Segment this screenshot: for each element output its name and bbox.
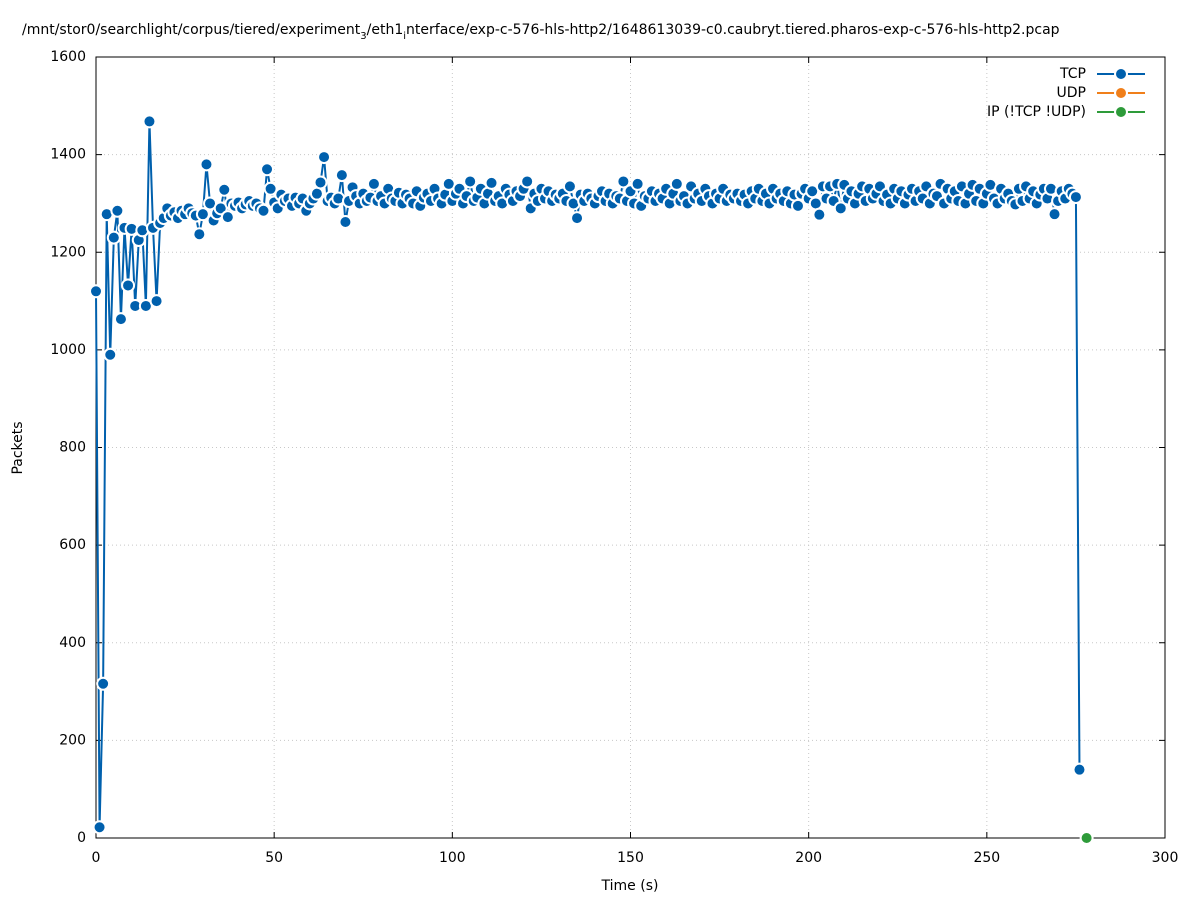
- y-tick-label: 1400: [50, 147, 86, 163]
- x-tick-label: 200: [795, 850, 822, 866]
- x-tick-label: 100: [439, 850, 466, 866]
- y-tick-label: 400: [59, 635, 86, 651]
- series-line: [95, 120, 1081, 829]
- data-point: [833, 201, 848, 216]
- data-point: [669, 176, 684, 191]
- data-point: [484, 175, 499, 190]
- title-part: /mnt/stor0/searchlight/corpus/tiered/exp…: [22, 22, 361, 38]
- data-point: [192, 227, 207, 242]
- legend-marker: [1114, 105, 1128, 119]
- data-point: [317, 150, 332, 165]
- data-point: [562, 179, 577, 194]
- data-point: [790, 198, 805, 213]
- data-point: [520, 174, 535, 189]
- data-point: [366, 176, 381, 191]
- data-point: [309, 186, 324, 201]
- title-part: 3: [360, 31, 366, 42]
- y-tick-label: 800: [59, 440, 86, 456]
- data-point: [1047, 207, 1062, 222]
- x-axis-label: Time (s): [601, 878, 659, 894]
- data-point: [121, 278, 136, 293]
- plot-border: [95, 56, 1166, 839]
- x-tick-label: 250: [973, 850, 1000, 866]
- title-part: i: [403, 31, 406, 42]
- y-tick-label: 200: [59, 732, 86, 748]
- x-tick-label: 150: [617, 850, 644, 866]
- y-tick-label: 1000: [50, 342, 86, 358]
- data-point: [113, 312, 128, 327]
- data-point: [263, 181, 278, 196]
- data-point: [110, 203, 125, 218]
- y-tick-label: 1600: [50, 49, 86, 65]
- x-tick-label: 0: [92, 850, 101, 866]
- data-point: [96, 676, 111, 691]
- data-point: [256, 203, 271, 218]
- data-point: [149, 294, 164, 309]
- title-part: nterface/exp-c-576-hls-http2/1648613039-…: [406, 22, 1060, 38]
- legend-marker: [1114, 67, 1128, 81]
- data-point: [338, 214, 353, 229]
- data-point: [195, 207, 210, 222]
- y-axis-label: Packets: [10, 421, 26, 474]
- data-point: [812, 207, 827, 222]
- data-point: [1068, 190, 1083, 205]
- chart-title: /mnt/stor0/searchlight/corpus/tiered/exp…: [22, 22, 1060, 42]
- legend-marker: [1114, 86, 1128, 100]
- data-point: [220, 210, 235, 225]
- data-point: [217, 182, 232, 197]
- x-tick-label: 50: [265, 850, 283, 866]
- data-point: [334, 168, 349, 183]
- x-tick-label: 300: [1152, 850, 1179, 866]
- data-point: [199, 157, 214, 172]
- data-point: [89, 284, 103, 299]
- data-point: [463, 174, 478, 189]
- data-point: [106, 230, 121, 245]
- legend-label: TCP: [1059, 66, 1086, 82]
- data-point: [260, 162, 275, 177]
- title-part: /eth1: [367, 22, 404, 38]
- data-point: [630, 176, 645, 191]
- data-point: [570, 211, 585, 226]
- data-point: [92, 820, 107, 835]
- data-point: [616, 174, 631, 189]
- data-point: [142, 114, 157, 129]
- y-tick-label: 0: [77, 830, 86, 846]
- y-tick-label: 600: [59, 537, 86, 553]
- y-tick-label: 1200: [50, 244, 86, 260]
- data-point: [1079, 831, 1094, 845]
- legend-label: UDP: [1057, 85, 1086, 101]
- data-point: [103, 347, 118, 362]
- data-point: [313, 175, 328, 190]
- data-point: [1072, 762, 1087, 777]
- legend-label: IP (!TCP !UDP): [987, 104, 1086, 120]
